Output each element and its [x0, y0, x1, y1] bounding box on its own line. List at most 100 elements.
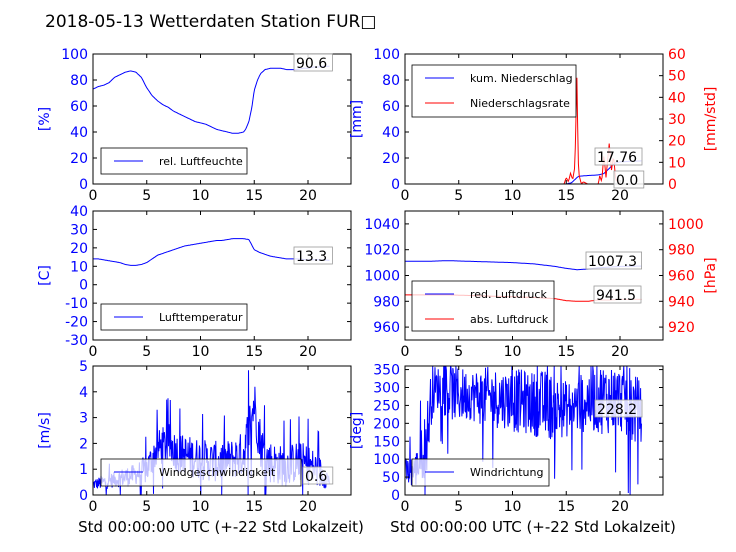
x-tick-label: 10	[192, 499, 210, 515]
legend-entry: kum. Niederschlag	[470, 72, 573, 85]
y-right-tick-label: 1000	[668, 217, 704, 233]
series-line-winddir-0	[405, 366, 642, 495]
x-tick-label: 10	[504, 344, 522, 360]
y-tick-label: 50	[382, 470, 400, 486]
x-tick-label: 10	[192, 188, 210, 204]
series-line-precip-1	[405, 77, 642, 184]
y-tick-label: 0	[79, 488, 88, 504]
y-tick-label: 250	[373, 398, 400, 414]
x-tick-label: 10	[504, 499, 522, 515]
x-tick-label: 20	[299, 188, 317, 204]
y-tick-label: 0	[391, 488, 400, 504]
y-right-tick-label: 10	[668, 155, 686, 171]
y-tick-label: -30	[65, 333, 88, 349]
series-line-humidity-0	[93, 65, 330, 134]
last-value-box	[293, 53, 333, 72]
y-tick-label: 30	[70, 222, 88, 238]
y-axis-label: [%]	[37, 107, 53, 131]
y-axis-label: [mm]	[349, 100, 365, 138]
x-tick-label: 20	[299, 499, 317, 515]
y-axis-label: [deg]	[349, 412, 365, 449]
y-tick-label: 100	[61, 47, 88, 63]
legend-entry: rel. Luftfeuchte	[159, 155, 243, 168]
x-tick-label: 15	[557, 499, 575, 515]
y-tick-label: 150	[373, 434, 400, 450]
y-right-tick-label: 20	[668, 134, 686, 150]
x-tick-label: 0	[401, 344, 410, 360]
y-tick-label: 1040	[364, 217, 400, 233]
y-tick-label: 980	[373, 294, 400, 310]
y-tick-label: 2	[79, 436, 88, 452]
legend-entry: Windrichtung	[470, 466, 543, 479]
last-value-label: 17.76	[597, 150, 637, 166]
axes-frame-humidity	[92, 53, 352, 185]
last-value-label: 13.3	[296, 249, 327, 265]
y-tick-label: 5	[79, 359, 88, 375]
panel-winddir: 0 5 10 15 20050100150200250300350[deg]Windri…	[349, 363, 664, 515]
x-tick-label: 5	[454, 499, 463, 515]
x-tick-label: 15	[245, 188, 263, 204]
panel-windspeed: 0 5 10 15 20 0 1 2 3 4 5 [m/s] Windgeschwindigkeit 0.…	[37, 359, 352, 515]
x-tick-label: 20	[611, 188, 629, 204]
last-value-box	[293, 246, 333, 265]
x-tick-label: 5	[454, 188, 463, 204]
x-tick-label: 5	[454, 344, 463, 360]
y-tick-label: 4	[79, 385, 88, 401]
panel-temperature: 0 5 10 15 20 -30 -20 -10 0 10 20 30 40 [C] Lufttempera…	[37, 204, 352, 360]
x-tick-label: 5	[142, 188, 151, 204]
axes-frame-temperature	[92, 210, 352, 341]
y-tick-label: 60	[70, 99, 88, 115]
y-tick-label: 40	[382, 125, 400, 141]
last-value-box	[594, 147, 643, 166]
x-tick-label: 20	[611, 499, 629, 515]
last-value-label: 0.0	[616, 173, 638, 189]
x-axis-label-left: Std 00:00:00 UTC (+-22 Std Lokalzeit)	[78, 518, 364, 536]
y-tick-label: 20	[382, 151, 400, 167]
x-axis-label-right: Std 00:00:00 UTC (+-22 Std Lokalzeit)	[390, 518, 676, 536]
x-tick-label: 10	[192, 344, 210, 360]
y-right-tick-label: 50	[668, 69, 686, 85]
y-tick-label: -10	[65, 296, 88, 312]
figure-title: 2018-05-13 Wetterdaten Station FUR□	[45, 12, 376, 32]
y-tick-label: 80	[382, 73, 400, 89]
last-value-box	[594, 399, 643, 418]
axes-frame-windspeed	[92, 365, 352, 496]
last-value-label: 941.5	[596, 288, 636, 304]
last-value-label: 90.6	[296, 56, 327, 72]
y-tick-label: 40	[70, 204, 88, 220]
last-value-label: 1007.3	[588, 254, 637, 270]
y-axis-label: [m/s]	[37, 412, 53, 449]
y-right-tick-label: 980	[668, 243, 695, 259]
y-right-axis-label: [hPa]	[703, 257, 719, 293]
panel-precip: 0 5 10 15 20 0 20 40 60 80 100 0 10 20 30 40 50 60 [mm] [mm…	[349, 47, 719, 204]
y-right-tick-label: 30	[668, 112, 686, 128]
y-right-tick-label: 0	[668, 177, 677, 193]
x-tick-label: 20	[611, 344, 629, 360]
y-tick-label: 300	[373, 381, 400, 397]
y-tick-label: 100	[373, 452, 400, 468]
x-tick-label: 0	[89, 188, 98, 204]
last-value-box	[593, 285, 642, 304]
legend-box	[411, 64, 577, 118]
y-tick-label: 0	[391, 177, 400, 193]
x-tick-label: 15	[557, 188, 575, 204]
x-tick-label: 5	[142, 344, 151, 360]
x-tick-label: 15	[245, 344, 263, 360]
y-right-tick-label: 40	[668, 90, 686, 106]
last-value-label: 0.6	[305, 469, 327, 485]
legend-entry: Niederschlagsrate	[470, 97, 570, 110]
last-value-box	[585, 251, 642, 270]
y-tick-label: 20	[70, 241, 88, 257]
series-line-temperature-0	[93, 238, 330, 266]
legend-box	[411, 458, 550, 487]
last-value-box	[302, 466, 334, 485]
y-right-tick-label: 940	[668, 294, 695, 310]
y-tick-label: 1020	[364, 243, 400, 259]
legend-entry: Lufttemperatur	[159, 311, 243, 324]
legend-entry: Windgeschwindigkeit	[159, 466, 276, 479]
y-tick-label: 350	[373, 363, 400, 379]
last-value-box	[613, 170, 645, 189]
x-tick-label: 0	[401, 499, 410, 515]
y-tick-label: 10	[70, 259, 88, 275]
panel-pressure: 0 5 10 15 20 960 980 1000 1020 1040 920 940 960 980 10…	[364, 210, 719, 360]
